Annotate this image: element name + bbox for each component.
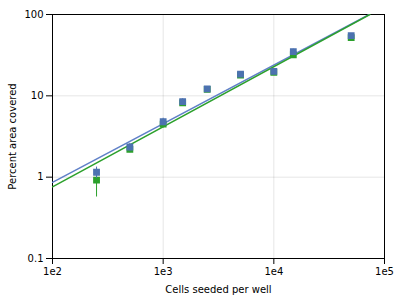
svg-text:1e4: 1e4: [264, 266, 283, 277]
svg-text:Cells seeded per well: Cells seeded per well: [165, 284, 271, 295]
svg-text:Percent area covered: Percent area covered: [7, 83, 18, 189]
svg-text:0.1: 0.1: [28, 253, 44, 264]
svg-text:10: 10: [31, 90, 44, 101]
svg-text:1: 1: [37, 171, 43, 182]
svg-text:1e5: 1e5: [375, 266, 394, 277]
svg-text:1e3: 1e3: [154, 266, 173, 277]
svg-text:100: 100: [24, 9, 43, 20]
svg-text:1e2: 1e2: [43, 266, 62, 277]
